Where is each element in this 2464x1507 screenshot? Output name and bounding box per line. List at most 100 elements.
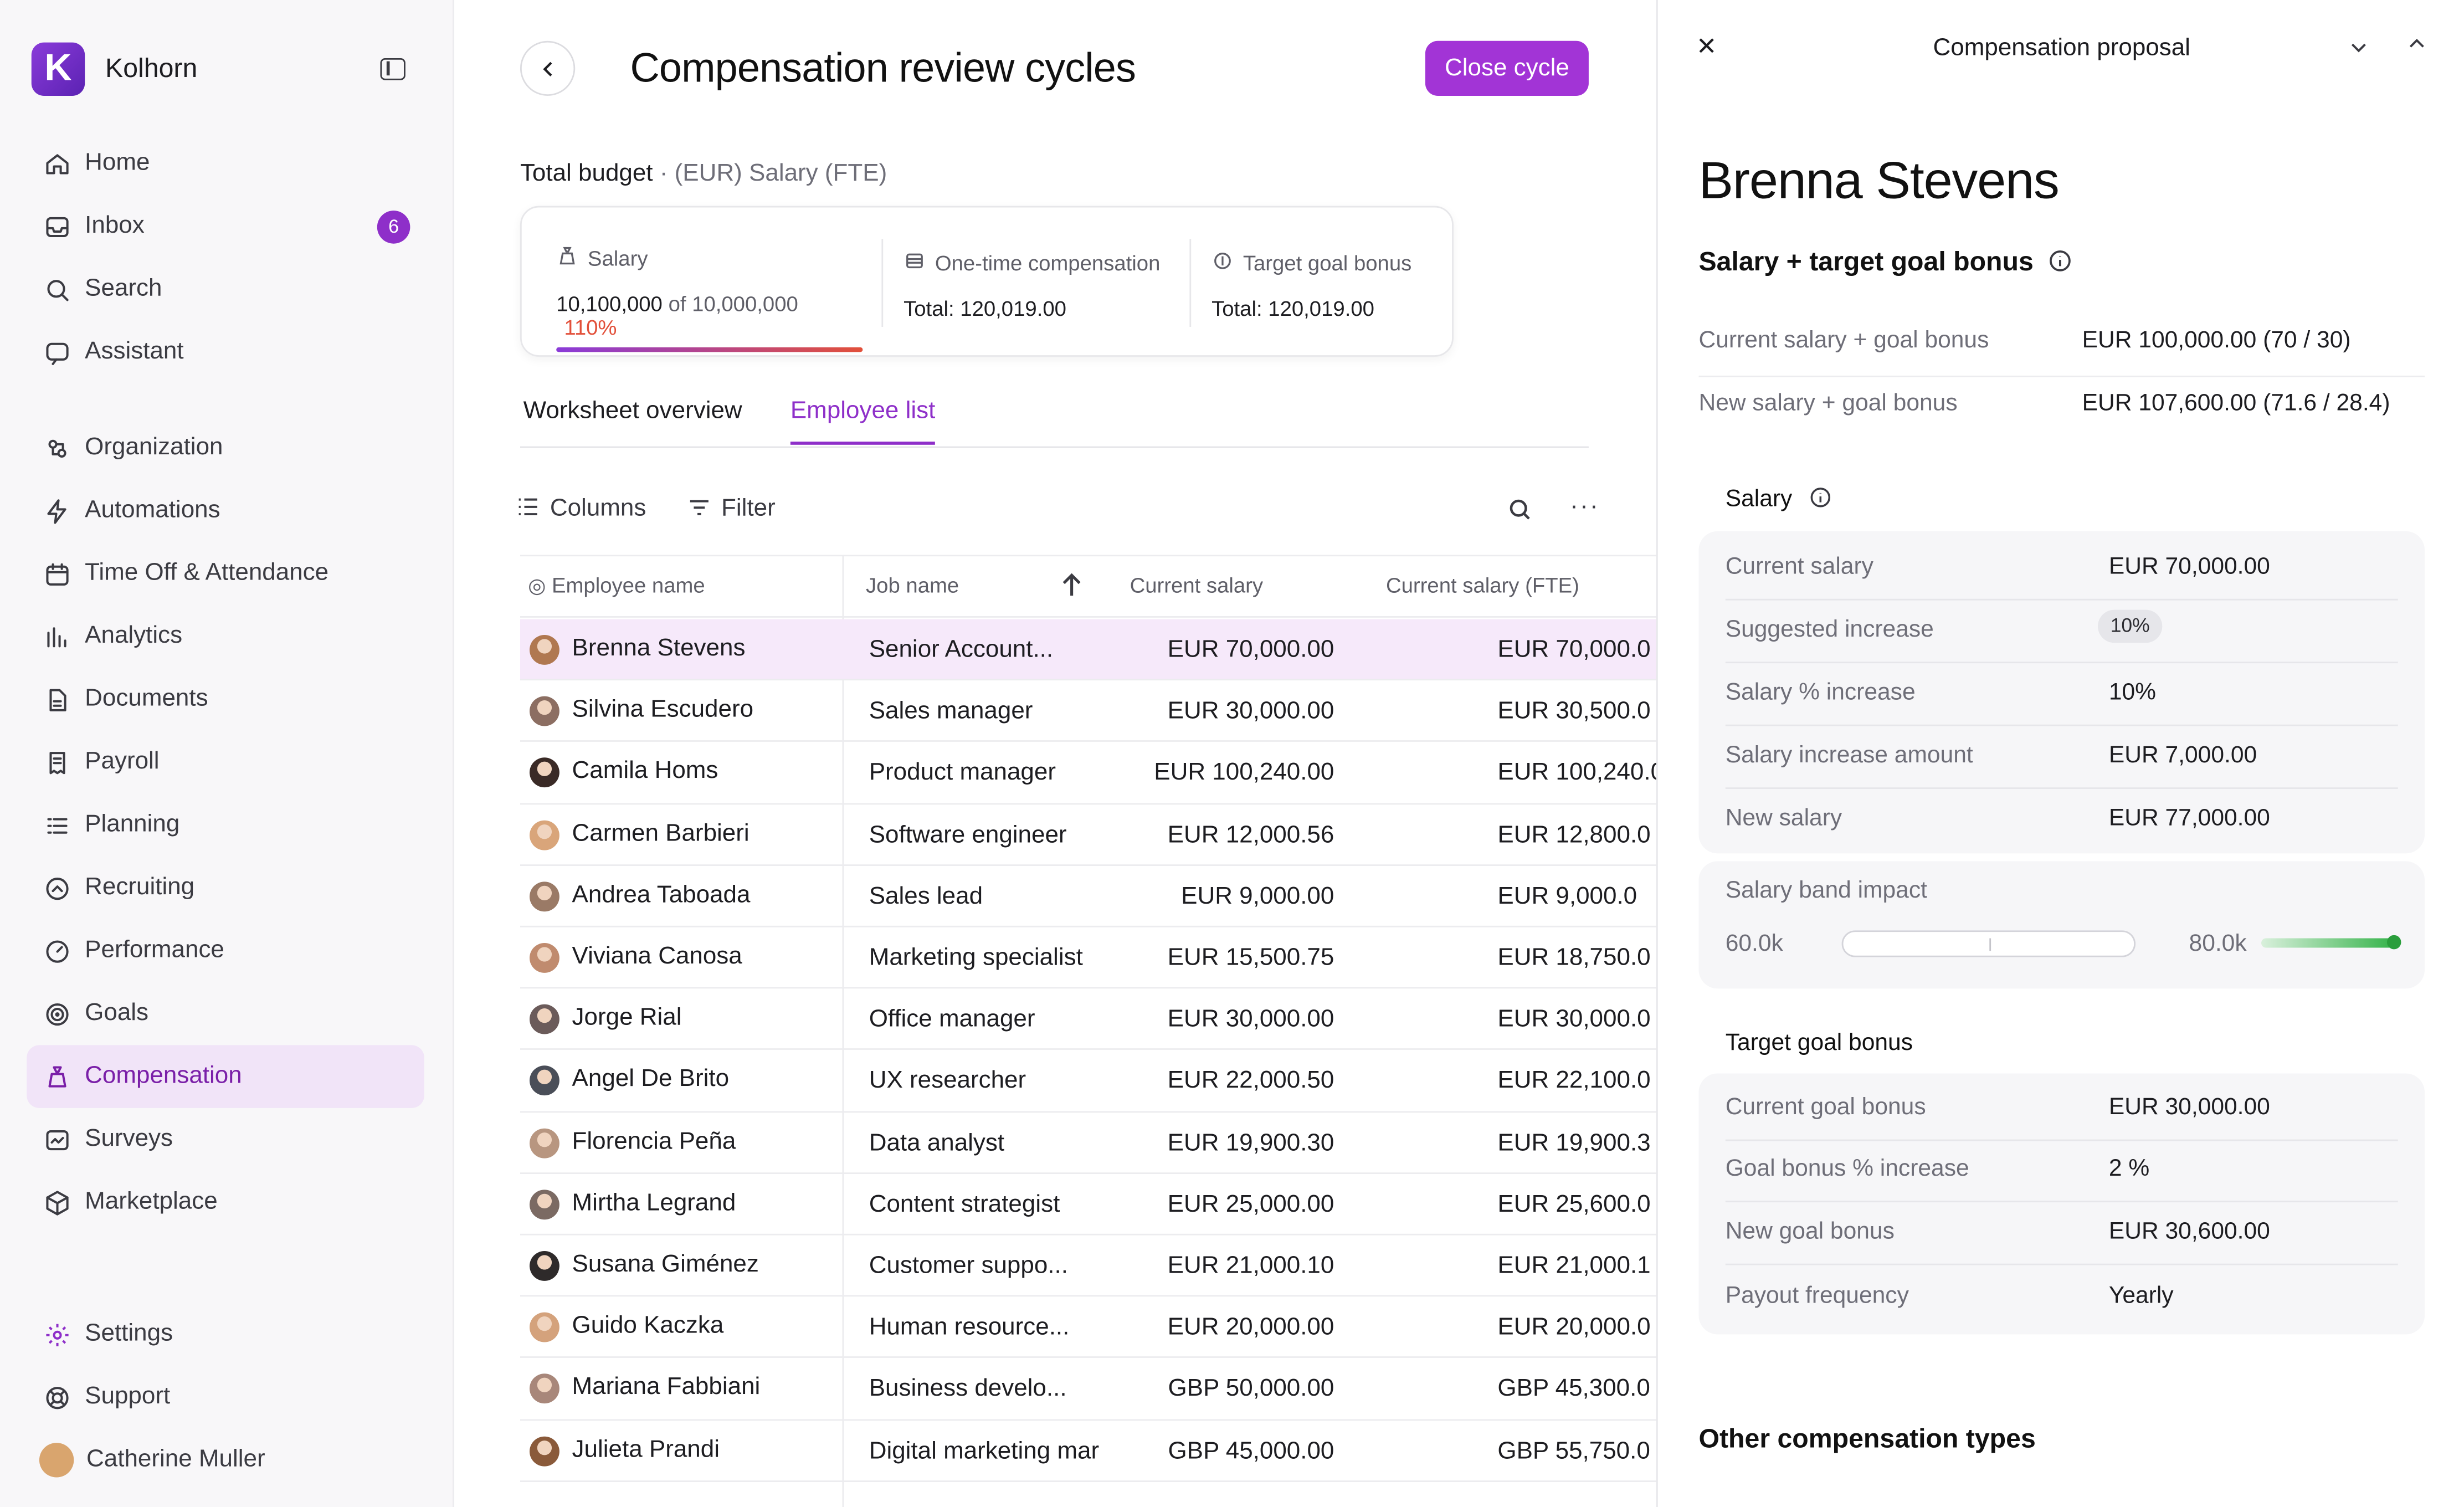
current-salary-cell: EUR 12,000.56: [1167, 821, 1334, 848]
sidebar-item-performance[interactable]: Performance: [27, 919, 424, 982]
sidebar-item-organization[interactable]: Organization: [27, 417, 424, 479]
current-salary-fte-cell: GBP 55,750.0: [1497, 1437, 1650, 1464]
employee-name: Brenna Stevens: [1698, 151, 2059, 209]
table-row[interactable]: Brenna Stevens Senior Account... EUR 70,00…: [520, 619, 1656, 681]
back-button[interactable]: [520, 40, 576, 96]
more-icon[interactable]: ···: [1569, 493, 1600, 520]
salary-card: Current salary EUR 70,000.00 Suggested in…: [1698, 531, 2425, 854]
sidebar-item-surveys[interactable]: Surveys: [27, 1108, 424, 1171]
sidebar-item-support[interactable]: Support: [27, 1366, 424, 1428]
table-row[interactable]: Jorge Rial Office manager EUR 30,000.00 EUR…: [520, 989, 1656, 1050]
avatar: [529, 819, 559, 850]
workspace-name[interactable]: Kolhorn: [105, 53, 198, 84]
filter-button[interactable]: Filter: [688, 495, 776, 524]
info-icon[interactable]: [2047, 248, 2072, 281]
table-row[interactable]: Silvina Escudero Sales manager EUR 30,000.…: [520, 681, 1656, 742]
sidebar-item-marketplace[interactable]: Marketplace: [27, 1171, 424, 1233]
employee-name-cell: Andrea Taboada: [572, 881, 751, 909]
summary-row: Current salary + goal bonus EUR 100,000.…: [1698, 314, 2425, 377]
table-row[interactable]: Guido Kaczka Human resource... EUR 20,000.…: [520, 1297, 1656, 1359]
table-row[interactable]: Carmen Barbieri Software engineer EUR 12,0…: [520, 804, 1656, 866]
salary-amount-input[interactable]: EUR 7,000.00: [2108, 741, 2257, 769]
sidebar-item-automations[interactable]: Automations: [27, 479, 424, 542]
table-row[interactable]: Angel De Brito UX researcher EUR 22,000.50…: [520, 1050, 1656, 1113]
salary-pct-input[interactable]: 10%: [2108, 679, 2157, 706]
row-key: Suggested increase: [1725, 616, 1934, 643]
sidebar-item-settings[interactable]: Settings: [27, 1303, 424, 1366]
table-row[interactable]: Mariana Fabbiani Business develo... GBP 50…: [520, 1359, 1656, 1421]
sidebar-item-search[interactable]: Search: [27, 258, 424, 320]
salary-section-title: Salary: [1726, 486, 1832, 516]
home-icon: [43, 149, 71, 177]
sidebar-item-planning[interactable]: Planning: [27, 794, 424, 857]
sort-ascending-icon[interactable]: [1061, 572, 1083, 602]
current-salary-fte-cell: EUR 9,000.0: [1497, 883, 1637, 910]
sidebar-item-home[interactable]: Home: [27, 132, 424, 194]
sidebar-item-compensation[interactable]: Compensation: [27, 1045, 424, 1108]
tab-employee-list[interactable]: Employee list: [790, 398, 936, 445]
tab-worksheet-overview[interactable]: Worksheet overview: [523, 397, 742, 424]
table-row[interactable]: Julieta Prandi Digital marketing mar GBP 4…: [520, 1420, 1656, 1482]
job-name-cell: Software engineer: [869, 821, 1067, 848]
table-row[interactable]: Viviana Canosa Marketing specialist EUR 15…: [520, 927, 1656, 989]
sidebar-item-analytics[interactable]: Analytics: [27, 605, 424, 668]
column-header-job[interactable]: Job name: [866, 573, 959, 597]
one-time-compensation: One-time compensation Total: 120,019.00: [904, 250, 1160, 321]
column-header-employee[interactable]: ◎ Employee name: [528, 573, 705, 598]
columns-button[interactable]: Columns: [517, 495, 646, 524]
search-icon[interactable]: [1507, 496, 1532, 528]
payout-frequency-select[interactable]: Yearly: [2108, 1282, 2174, 1309]
inbox-count-badge: 6: [377, 211, 410, 244]
table-header: ◎ Employee name Job name Current salary …: [520, 555, 1656, 618]
row-key: Current salary: [1725, 553, 1873, 580]
bar-chart-icon: [43, 622, 71, 650]
sidebar: K Kolhorn Home Inbox 6 Search Assistant Organ…: [0, 0, 454, 1507]
stack-icon: [904, 250, 926, 276]
panel-title: Compensation proposal: [1933, 34, 2190, 61]
avatar: [529, 635, 559, 665]
chevron-down-icon[interactable]: [2348, 36, 2370, 64]
info-icon[interactable]: [1808, 486, 1832, 516]
sidebar-toggle-icon[interactable]: [380, 58, 405, 80]
summary-value: EUR 107,600.00 (71.6 / 28.4): [2082, 389, 2390, 417]
table-row[interactable]: Camila Homs Product manager EUR 100,240.00…: [520, 742, 1656, 804]
target-bonus-label: Target goal bonus: [1243, 251, 1412, 275]
summary-key: New salary + goal bonus: [1698, 389, 1958, 417]
salary-row: Salary increase amount EUR 7,000.00: [1725, 726, 2398, 790]
table-row[interactable]: Mirtha Legrand Content strategist EUR 25,0…: [520, 1173, 1656, 1236]
sidebar-item-recruiting[interactable]: Recruiting: [27, 857, 424, 919]
sidebar-item-label: Planning: [85, 811, 180, 838]
sidebar-item-time-off-attendance[interactable]: Time Off & Attendance: [27, 542, 424, 605]
sidebar-item-documents[interactable]: Documents: [27, 668, 424, 731]
target-icon: [43, 999, 71, 1028]
table-row[interactable]: Susana Giménez Customer suppo... EUR 21,00…: [520, 1236, 1656, 1297]
avatar: [529, 943, 559, 973]
suggested-increase-pill[interactable]: 10%: [2097, 609, 2163, 643]
employee-table: ◎ Employee name Job name Current salary …: [520, 555, 1656, 1507]
survey-icon: [43, 1125, 71, 1154]
budget-summary-card: Salary 10,100,000 of 10,000,000 110% One…: [520, 206, 1454, 357]
table-row[interactable]: Florencia Peña Data analyst EUR 19,900.30 E…: [520, 1112, 1656, 1174]
user-menu[interactable]: Catherine Muller: [27, 1429, 424, 1491]
inbox-icon: [43, 212, 71, 240]
salary-title-label: Salary: [1725, 485, 1793, 512]
sidebar-item-payroll[interactable]: Payroll: [27, 731, 424, 793]
close-cycle-button[interactable]: Close cycle: [1425, 40, 1589, 96]
close-icon[interactable]: [1696, 34, 1718, 63]
sidebar-item-goals[interactable]: Goals: [27, 982, 424, 1045]
budget-type: Salary (FTE): [749, 160, 887, 187]
salary-budget-progress: [556, 347, 863, 352]
bonus-pct-input[interactable]: 2 %: [2108, 1155, 2150, 1182]
employee-name-cell: Florencia Peña: [572, 1127, 736, 1155]
salary-row: Suggested increase 10%: [1725, 601, 2398, 664]
app-logo[interactable]: K: [31, 42, 85, 96]
organization-icon: [43, 434, 71, 462]
column-header-current-salary-fte[interactable]: Current salary (FTE): [1385, 573, 1579, 597]
sidebar-item-assistant[interactable]: Assistant: [27, 321, 424, 383]
chevron-up-icon[interactable]: [2406, 33, 2428, 61]
column-header-current-salary[interactable]: Current salary: [1130, 573, 1264, 597]
sidebar-item-label: Analytics: [85, 622, 183, 649]
summary-key: Current salary + goal bonus: [1698, 327, 1989, 354]
table-row[interactable]: Andrea Taboada Sales lead EUR 9,000.00 EUR …: [520, 865, 1656, 927]
sidebar-item-inbox[interactable]: Inbox 6: [27, 195, 424, 258]
